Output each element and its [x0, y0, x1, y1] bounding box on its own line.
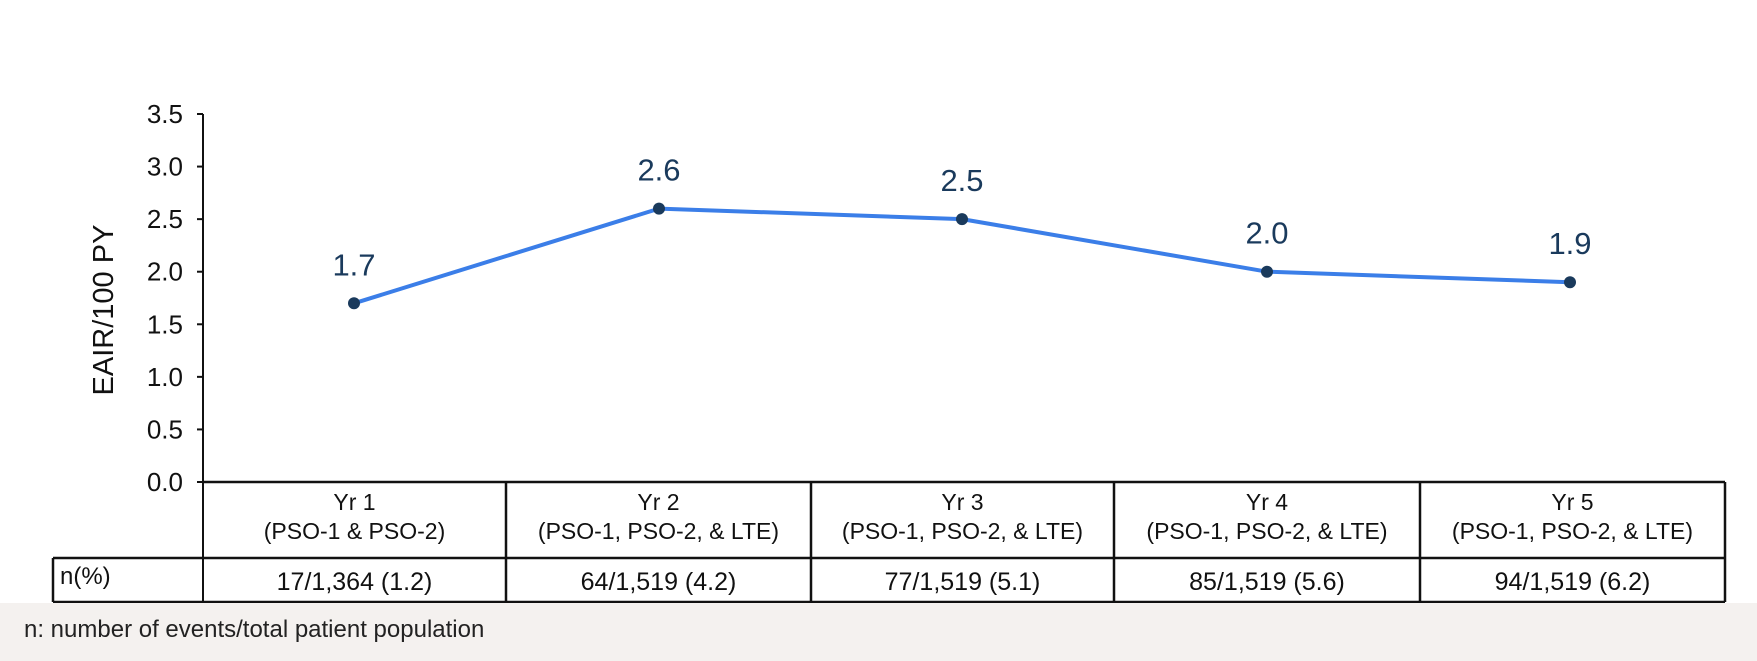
y-tick-label: 0.5	[147, 414, 183, 444]
y-tick-label: 3.5	[147, 99, 183, 129]
table-cell: 64/1,519 (4.2)	[581, 568, 737, 596]
table-row-header: n(%)	[60, 563, 111, 590]
x-category-label: Yr 1	[333, 489, 375, 515]
data-label: 2.0	[1245, 216, 1288, 251]
data-point	[1564, 276, 1576, 289]
data-point	[348, 297, 360, 310]
x-category-label: Yr 3	[941, 489, 983, 515]
table-cell: 77/1,519 (5.1)	[885, 568, 1041, 596]
data-label: 1.9	[1548, 226, 1591, 261]
x-category-sublabel: (PSO-1, PSO-2, & LTE)	[1146, 518, 1387, 544]
data-label: 1.7	[332, 247, 375, 282]
data-point	[1261, 265, 1273, 278]
x-category-sublabel: (PSO-1, PSO-2, & LTE)	[538, 518, 779, 544]
x-category-label: Yr 2	[637, 489, 679, 515]
y-tick-label: 1.5	[147, 309, 183, 339]
table-cell: 94/1,519 (6.2)	[1495, 568, 1651, 596]
y-tick-label: 1.0	[147, 362, 183, 392]
data-point	[956, 213, 968, 226]
y-tick-label: 0.0	[147, 467, 183, 497]
data-point	[653, 202, 665, 215]
table-cell: 17/1,364 (1.2)	[277, 568, 433, 596]
y-tick-label: 2.5	[147, 204, 183, 234]
x-category-label: Yr 4	[1246, 489, 1288, 515]
y-tick-label: 3.0	[147, 152, 183, 182]
x-category-label: Yr 5	[1551, 489, 1593, 515]
data-label: 2.5	[940, 163, 983, 198]
table-cell: 85/1,519 (5.6)	[1189, 568, 1345, 596]
x-category-sublabel: (PSO-1, PSO-2, & LTE)	[1452, 518, 1693, 544]
x-category-sublabel: (PSO-1, PSO-2, & LTE)	[842, 518, 1083, 544]
y-tick-label: 2.0	[147, 257, 183, 287]
footnote-text: n: number of events/total patient popula…	[24, 616, 485, 643]
data-label: 2.6	[637, 153, 680, 188]
footnote-bar	[0, 603, 1757, 661]
x-category-sublabel: (PSO-1 & PSO-2)	[264, 518, 445, 544]
y-axis-title: EAIR/100 PY	[88, 225, 120, 396]
